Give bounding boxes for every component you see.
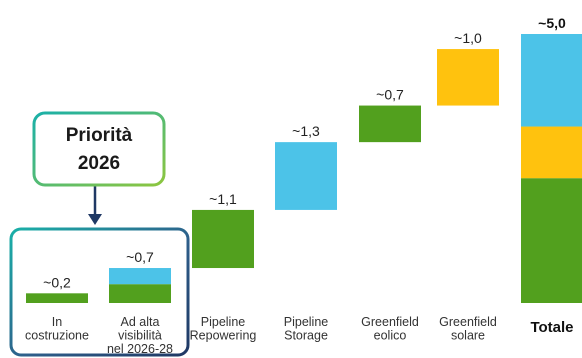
category-label-1-line-0: Ad alta [121,315,160,329]
callout-arrow-head [88,214,102,225]
category-label-3-line-0: Pipeline [284,315,329,329]
bar-1-segment-1 [109,268,171,285]
category-label-4-line-0: Greenfield [361,315,419,329]
category-label-1-line-1: visibilità [118,329,162,343]
bar-3-segment-0 [275,142,337,210]
bar-2-value-label: ~1,1 [209,191,237,207]
category-label-0-line-0: In [52,315,62,329]
category-label-0-line-1: costruzione [25,329,89,343]
bar-6-segment-0 [521,178,582,303]
bar-0-value-label: ~0,2 [43,274,71,290]
bar-4-segment-0 [359,105,421,143]
priority-callout-line-2: 2026 [78,153,120,174]
bar-6-segment-1 [521,126,582,179]
bar-1-value-label: ~0,7 [126,249,154,265]
priority-callout-box [32,111,166,187]
bar-5-segment-0 [437,49,499,106]
bar-1-segment-0 [109,284,171,303]
category-label-5-line-1: solare [451,329,485,343]
bar-2-segment-0 [192,209,254,269]
category-label-4-line-1: eolico [374,329,407,343]
category-label-6-line-0: Totale [530,319,573,336]
category-label-5-line-0: Greenfield [439,315,497,329]
bar-6-value-label: ~5,0 [538,15,566,31]
bar-3-value-label: ~1,3 [292,123,320,139]
priority-callout-line-1: Priorità [66,125,133,146]
bar-4-value-label: ~0,7 [376,87,404,103]
bar-6-segment-2 [521,34,582,127]
category-label-1-line-2: nel 2026-28 [107,342,173,356]
category-label-3-line-1: Storage [284,329,328,343]
bars-layer [26,34,582,303]
priority-group-box [9,227,190,357]
bar-5-value-label: ~1,0 [454,30,482,46]
bar-0-segment-0 [26,293,88,303]
category-label-2-line-1: Repowering [190,329,257,343]
category-label-2-line-0: Pipeline [201,315,246,329]
